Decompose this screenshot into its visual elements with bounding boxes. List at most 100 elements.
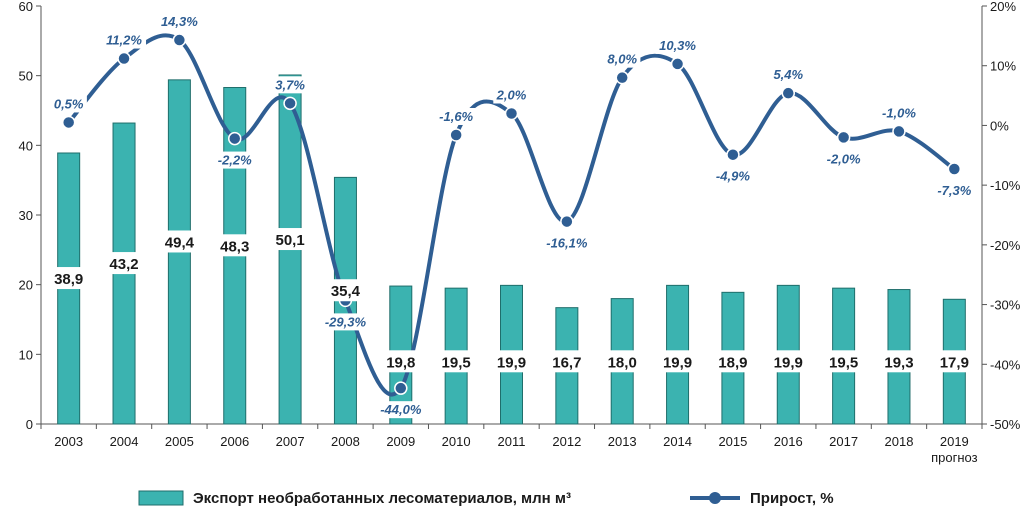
- bar-value-label-bg: [267, 228, 314, 251]
- x-tick-label: 2009: [386, 434, 415, 449]
- bar-value-label-bg: [599, 350, 646, 373]
- y-left-tick-label: 20: [19, 278, 33, 293]
- y-right-tick-label: -30%: [990, 298, 1021, 313]
- bar-value-label-bg: [211, 234, 258, 257]
- bar-value-label-bg: [543, 350, 590, 373]
- x-tick-label: 2006: [220, 434, 249, 449]
- growth-line: [61, 33, 962, 397]
- x-tick-label: 2011: [498, 434, 526, 449]
- x-tick-label: 2008: [331, 434, 360, 449]
- growth-label-bg: [271, 76, 309, 94]
- bar-value-label-bg: [765, 350, 812, 373]
- growth-label-bg: [655, 36, 700, 54]
- growth-label-bg: [932, 182, 977, 200]
- legend-swatch-marker: [709, 492, 721, 504]
- growth-point: [117, 51, 131, 66]
- growth-label-bg: [710, 167, 755, 185]
- growth-point: [61, 115, 76, 130]
- growth-label-bg: [212, 151, 257, 169]
- x-tick-label: 2007: [276, 434, 305, 449]
- bar-value-label-bg: [709, 350, 756, 373]
- growth-label: 2,0%: [496, 87, 527, 102]
- y-right-tick-label: -40%: [990, 357, 1021, 372]
- bar-value-label: 38,9: [54, 271, 83, 288]
- bar-value-label: 19,5: [829, 354, 858, 371]
- y-right-tick-label: 0%: [990, 118, 1009, 133]
- growth-label: -1,6%: [439, 109, 473, 124]
- growth-label-bg: [434, 107, 479, 125]
- legend: Экспорт необработанных лесоматериалов, м…: [138, 490, 834, 507]
- y-left-tick-label: 60: [19, 0, 33, 14]
- growth-label: 3,7%: [275, 77, 305, 92]
- x-tick-label: 2018: [885, 434, 914, 449]
- x-tick-label: 2015: [718, 434, 747, 449]
- growth-label: 14,3%: [161, 14, 198, 29]
- data-labels: 38,9 43,2 49,4 48,3 50,1 35,4 19,8 19,5 19,9 16,7…: [45, 13, 978, 419]
- growth-point: [504, 106, 519, 121]
- y-left-tick-label: 40: [19, 138, 33, 153]
- y-right-tick-label: 20%: [990, 0, 1016, 14]
- bar-value-label-bg: [377, 350, 424, 373]
- bar-value-label: 19,9: [774, 354, 803, 371]
- growth-label-bg: [604, 50, 641, 68]
- y-right-tick-label: -10%: [990, 178, 1021, 193]
- bar-value-label: 16,7: [552, 354, 581, 371]
- growth-label: 0,5%: [54, 96, 84, 111]
- bar-value-label-bg: [488, 350, 535, 373]
- growth-label-bg: [50, 95, 87, 113]
- bar-value-label-bg: [322, 279, 369, 302]
- growth-point: [836, 130, 851, 145]
- growth-point: [892, 124, 906, 139]
- growth-label-bg: [876, 104, 921, 122]
- growth-point: [283, 96, 297, 111]
- bar-value-label: 19,9: [497, 354, 526, 371]
- growth-point: [615, 70, 629, 85]
- bar-value-label: 48,3: [220, 238, 249, 255]
- x-tick-label: 2004: [110, 434, 139, 449]
- growth-label: 5,4%: [773, 67, 803, 82]
- growth-point: [227, 131, 242, 146]
- growth-point: [449, 128, 463, 142]
- bar-value-label-bg: [654, 350, 701, 373]
- legend-label-line: Прирост, %: [750, 490, 834, 507]
- growth-label: 11,2%: [106, 33, 142, 48]
- growth-point: [670, 57, 685, 71]
- x-tick-label: 2019: [940, 434, 969, 449]
- growth-point: [394, 381, 408, 395]
- growth-label: -44,0%: [380, 402, 422, 417]
- bar-value-label: 17,9: [940, 354, 969, 371]
- x-tick-label: 2014: [663, 434, 692, 449]
- growth-label: 8,0%: [607, 52, 637, 67]
- y-left-tick-label: 0: [26, 417, 33, 432]
- bar-value-label-bg: [931, 350, 978, 373]
- x-tick-label: 2013: [608, 434, 637, 449]
- growth-label: -2,0%: [827, 151, 861, 166]
- growth-label: -29,3%: [325, 314, 367, 329]
- y-right-tick-label: -20%: [990, 238, 1021, 253]
- growth-label: -4,9%: [716, 169, 750, 184]
- x-tick-label: 2003: [54, 434, 83, 449]
- growth-label-bg: [319, 313, 372, 331]
- axes: 0 10 20 30 40 50 60 -50% -40% -30% -20% -10% 0% 10% 20…: [19, 0, 1021, 465]
- x-tick-sublabel: прогноз: [931, 450, 978, 465]
- growth-label: 10,3%: [659, 38, 696, 53]
- growth-point: [560, 214, 574, 229]
- legend-swatch-bars: [138, 490, 184, 506]
- x-tick-label: 2010: [442, 434, 471, 449]
- bar-value-label-bg: [156, 230, 203, 253]
- bar-value-label: 50,1: [275, 232, 304, 249]
- y-right-tick-label: 10%: [990, 59, 1016, 74]
- growth-label: -16,1%: [546, 236, 588, 251]
- bar-value-label-bg: [45, 267, 92, 290]
- bar-value-label: 35,4: [331, 283, 361, 300]
- bar-value-label-bg: [820, 350, 867, 373]
- growth-label-bg: [821, 150, 866, 168]
- growth-point: [781, 86, 796, 100]
- y-right-tick-label: -50%: [990, 417, 1021, 432]
- growth-label-bg: [493, 86, 530, 104]
- bar-value-label: 49,4: [165, 234, 195, 251]
- growth-label-bg: [770, 66, 807, 84]
- growth-label-bg: [157, 13, 202, 31]
- x-tick-label: 2005: [165, 434, 194, 449]
